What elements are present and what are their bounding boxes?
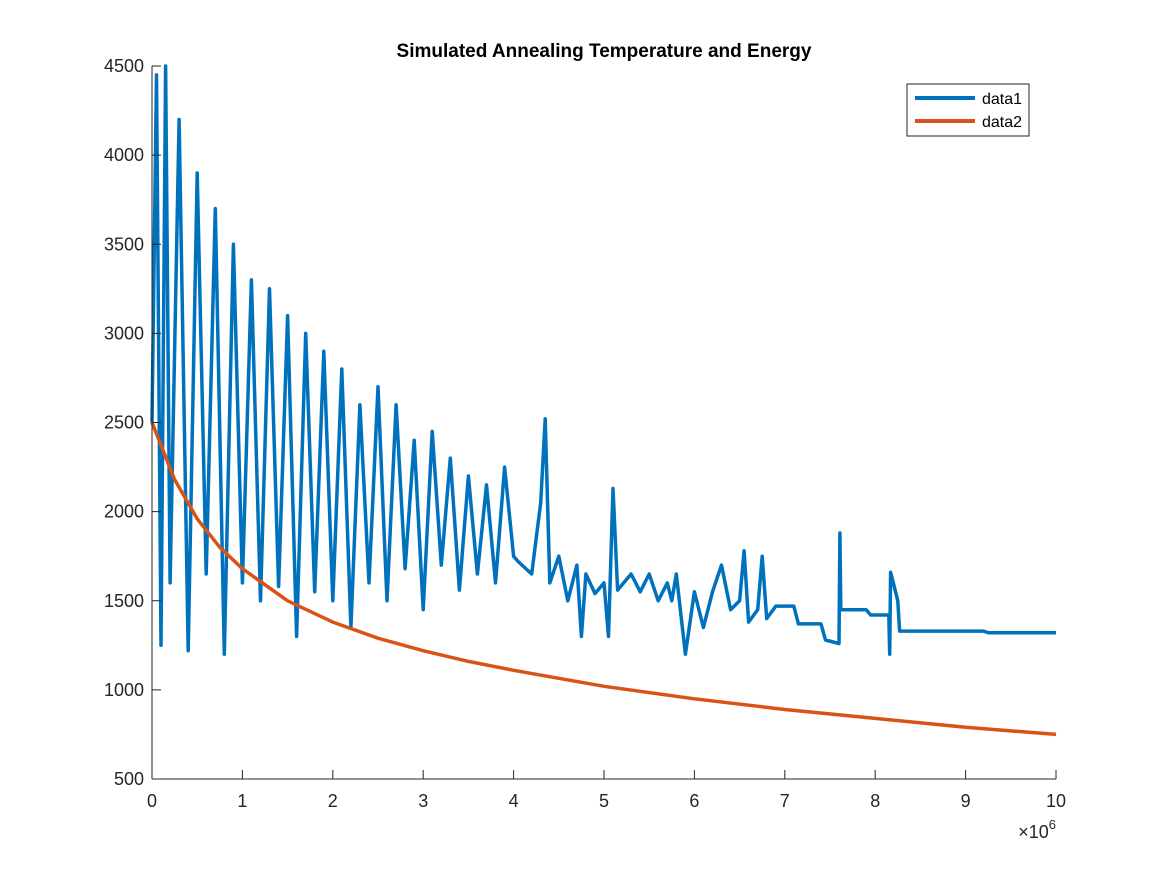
- y-tick-label: 500: [114, 769, 144, 789]
- series-line-data2: [150, 421, 1057, 737]
- chart-title: Simulated Annealing Temperature and Ener…: [397, 41, 812, 62]
- x-tick-label: 8: [870, 791, 880, 811]
- y-tick-label: 2500: [104, 413, 144, 433]
- x-ticks: 0 1 2 3 4 5 6 7 8 9 10: [147, 770, 1066, 811]
- x-exponent-label: ×106: [1018, 817, 1056, 842]
- x-tick-label: 9: [961, 791, 971, 811]
- y-tick-label: 3000: [104, 323, 144, 343]
- x-tick-label: 0: [147, 791, 157, 811]
- plot-area: [152, 66, 1056, 779]
- legend: data1 data2: [906, 83, 1030, 137]
- x-tick-label: 3: [418, 791, 428, 811]
- y-ticks: 500 1000 1500 2000 2500 3000 3500 4000 4500: [104, 56, 161, 789]
- x-tick-label: 1: [237, 791, 247, 811]
- y-tick-label: 4500: [104, 56, 144, 76]
- legend-label-data2: data2: [982, 114, 1022, 131]
- x-tick-label: 4: [509, 791, 519, 811]
- y-tick-label: 3500: [104, 234, 144, 254]
- x-tick-label: 2: [328, 791, 338, 811]
- x-tick-label: 7: [780, 791, 790, 811]
- x-tick-label: 5: [599, 791, 609, 811]
- x-exponent-base: ×10: [1018, 822, 1049, 842]
- legend-label-data1: data1: [982, 91, 1022, 108]
- x-tick-label: 10: [1046, 791, 1066, 811]
- y-tick-label: 4000: [104, 145, 144, 165]
- x-exponent-power: 6: [1049, 817, 1056, 832]
- y-tick-label: 1500: [104, 591, 144, 611]
- y-tick-label: 1000: [104, 680, 144, 700]
- series-line-data1: [150, 64, 1056, 656]
- series-layer: [150, 64, 1057, 737]
- legend-box: [906, 83, 1030, 137]
- y-tick-label: 2000: [104, 502, 144, 522]
- x-tick-label: 6: [689, 791, 699, 811]
